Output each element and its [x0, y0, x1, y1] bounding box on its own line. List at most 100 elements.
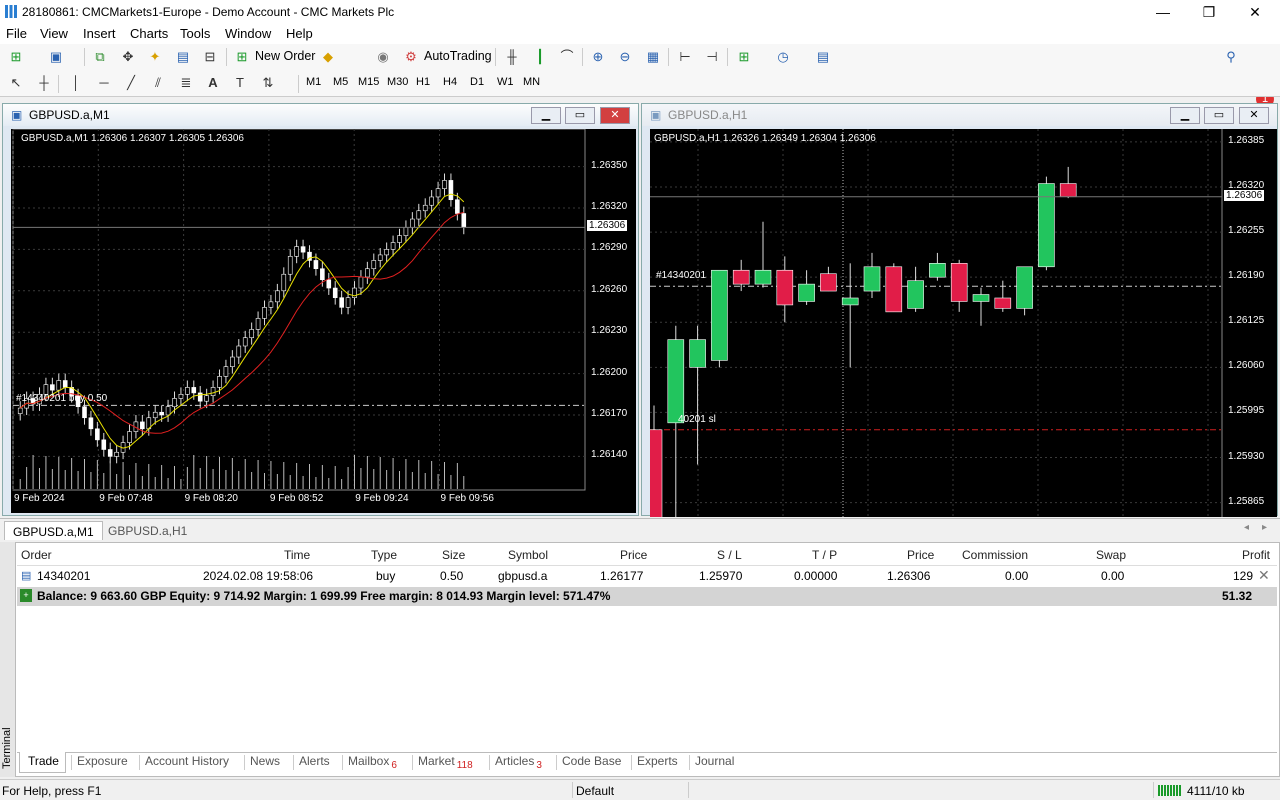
terminal-tab-experts[interactable]: Experts: [637, 754, 678, 768]
chart-info: GBPUSD.a,H1 1.26326 1.26349 1.26304 1.26…: [654, 133, 876, 144]
vertical-line-icon[interactable]: │: [71, 75, 81, 90]
navigator-icon[interactable]: ✥: [122, 49, 134, 64]
close-order-icon[interactable]: ✕: [1258, 567, 1270, 583]
candlestick-icon[interactable]: ┃: [536, 49, 544, 64]
table-header: [17, 546, 1277, 566]
auto-scroll-icon[interactable]: ⊢: [679, 49, 691, 64]
chart-m1-area[interactable]: GBPUSD.a,M1 1.26306 1.26307 1.26305 1.26…: [11, 129, 636, 513]
tab-scroll-left-icon[interactable]: ◂: [1244, 522, 1250, 533]
chart-maximize-button[interactable]: ▭: [565, 107, 595, 124]
menu-window[interactable]: Window: [225, 26, 272, 41]
maximize-button[interactable]: ❐: [1202, 4, 1216, 20]
menu-charts[interactable]: Charts: [130, 26, 169, 41]
text-label-icon[interactable]: T: [236, 75, 244, 90]
terminal-tab-alerts[interactable]: Alerts: [299, 754, 330, 768]
terminal-tab-account-history[interactable]: Account History: [145, 754, 229, 768]
terminal-label: Terminal: [1, 727, 13, 769]
terminal-tab-news[interactable]: News: [250, 754, 280, 768]
trendline-icon[interactable]: ╱: [127, 75, 135, 90]
col-size[interactable]: Size: [442, 548, 466, 562]
col-symbol[interactable]: Symbol: [508, 548, 549, 562]
new-order-icon[interactable]: ⊞: [236, 49, 248, 64]
bar-chart-icon[interactable]: ╫: [507, 49, 517, 64]
tile-windows-icon[interactable]: ▦: [646, 49, 660, 64]
new-order-button[interactable]: New Order: [255, 49, 316, 63]
templates-icon[interactable]: ▤: [816, 49, 830, 64]
chart-close-button[interactable]: ✕: [1239, 107, 1269, 124]
timeframe-d1[interactable]: D1: [470, 76, 485, 88]
price-tick-label: 1.25995: [1228, 405, 1265, 417]
crosshair-icon[interactable]: ┼: [39, 75, 49, 90]
line-chart-icon[interactable]: ⌒: [560, 49, 574, 64]
timeframe-h4[interactable]: H4: [443, 76, 458, 88]
terminal-panel: [0, 542, 1280, 777]
strategy-tester-icon[interactable]: ⊟: [204, 49, 216, 64]
channel-icon[interactable]: ⫽: [155, 75, 161, 90]
col-sl[interactable]: S / L: [717, 548, 742, 562]
meta-editor-icon[interactable]: ◆: [323, 49, 333, 64]
minimize-button[interactable]: —: [1156, 4, 1170, 20]
terminal-tab-market[interactable]: Market 118: [418, 754, 473, 771]
timeframe-m15[interactable]: M15: [358, 76, 380, 88]
terminal-tab-trade[interactable]: Trade: [28, 754, 59, 768]
col-price[interactable]: Price: [620, 548, 648, 562]
terminal-tab-mailbox[interactable]: Mailbox 6: [348, 754, 397, 771]
tab-scroll-right-icon[interactable]: ▸: [1262, 522, 1268, 533]
text-icon[interactable]: A: [208, 75, 218, 90]
arrows-icon[interactable]: ⇅: [262, 75, 274, 90]
timeframe-mn[interactable]: MN: [523, 76, 541, 88]
terminal-tab-exposure[interactable]: Exposure: [77, 754, 128, 768]
menu-view[interactable]: View: [40, 26, 68, 41]
col-commission[interactable]: Commission: [962, 548, 1029, 562]
chart-shift-icon[interactable]: ⊣: [706, 49, 718, 64]
chart-maximize-button[interactable]: ▭: [1204, 107, 1234, 124]
periods-icon[interactable]: ◷: [777, 49, 789, 64]
favorites-icon[interactable]: ✦: [149, 49, 161, 64]
chart-close-button[interactable]: ✕: [600, 107, 630, 124]
fibonacci-icon[interactable]: ≣: [180, 75, 192, 90]
chart-title-bar[interactable]: ▣ GBPUSD.a,H1 ▁ ▭ ✕: [642, 104, 1277, 126]
chart-title-bar[interactable]: ▣ GBPUSD.a,M1 ▁ ▭ ✕: [3, 104, 638, 126]
chart-h1-svg[interactable]: [650, 129, 1277, 517]
chart-m1-svg[interactable]: [11, 129, 636, 513]
menu-help[interactable]: Help: [286, 26, 313, 41]
zoom-in-icon[interactable]: ⊕: [592, 49, 604, 64]
chart-minimize-button[interactable]: ▁: [531, 107, 561, 124]
col-profit[interactable]: Profit: [1242, 548, 1271, 562]
menu-tools[interactable]: Tools: [180, 26, 211, 41]
col-tp[interactable]: T / P: [812, 548, 838, 562]
search-icon[interactable]: ⚲: [1226, 49, 1236, 64]
timeframe-w1[interactable]: W1: [497, 76, 514, 88]
menu-file[interactable]: File: [6, 26, 27, 41]
col-order[interactable]: Order: [21, 548, 52, 562]
timeframe-m1[interactable]: M1: [306, 76, 322, 88]
terminal-tab-code-base[interactable]: Code Base: [562, 754, 621, 768]
indicators-icon[interactable]: ⊞: [738, 49, 750, 64]
horizontal-line-icon[interactable]: ─: [99, 75, 109, 90]
col-current-price[interactable]: Price: [907, 548, 935, 562]
autotrading-button[interactable]: AutoTrading: [424, 49, 492, 63]
zoom-out-icon[interactable]: ⊖: [619, 49, 631, 64]
new-chart-icon[interactable]: ⊞: [10, 49, 22, 64]
close-button[interactable]: ✕: [1249, 4, 1261, 20]
terminal-icon[interactable]: ▤: [176, 49, 190, 64]
market-watch-icon[interactable]: ⧉: [95, 49, 105, 64]
chart-h1-area[interactable]: GBPUSD.a,H1 1.26326 1.26349 1.26304 1.26…: [650, 129, 1277, 517]
col-type[interactable]: Type: [371, 548, 398, 562]
timeframe-m30[interactable]: M30: [387, 76, 409, 88]
tab-gbpusd-h1[interactable]: GBPUSD.a,H1: [108, 524, 188, 538]
chart-minimize-button[interactable]: ▁: [1170, 107, 1200, 124]
vps-icon[interactable]: ◉: [377, 49, 389, 64]
profiles-icon[interactable]: ▣: [49, 49, 63, 64]
terminal-tab-journal[interactable]: Journal: [695, 754, 734, 768]
autotrading-icon[interactable]: ⚙: [405, 49, 417, 64]
candle: [863, 266, 881, 292]
timeframe-m5[interactable]: M5: [333, 76, 349, 88]
cursor-icon[interactable]: ↖: [10, 75, 22, 90]
col-time[interactable]: Time: [284, 548, 311, 562]
timeframe-h1[interactable]: H1: [416, 76, 431, 88]
menu-insert[interactable]: Insert: [83, 26, 116, 41]
tab-gbpusd-m1[interactable]: GBPUSD.a,M1: [4, 521, 103, 540]
terminal-tab-articles[interactable]: Articles 3: [495, 754, 542, 771]
col-swap[interactable]: Swap: [1096, 548, 1127, 562]
